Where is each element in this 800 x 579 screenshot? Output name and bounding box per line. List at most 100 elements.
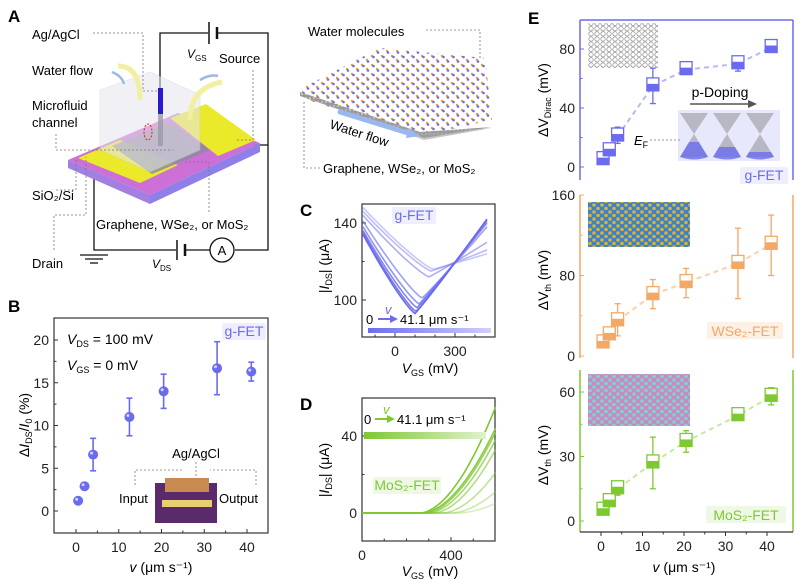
legend-mos2-fet-bg	[373, 477, 441, 494]
box-lower-half	[597, 340, 610, 348]
flow-in-arrow-icon	[111, 70, 126, 85]
substrate-side	[68, 160, 150, 204]
x-tick-label: 300	[443, 343, 467, 359]
x-tick-label: 30	[718, 538, 734, 554]
panel-letter-e: E	[528, 9, 539, 28]
water-molecules-label: Water molecules	[308, 24, 405, 39]
filled-states	[746, 152, 774, 160]
water-flow-arrowhead	[406, 128, 420, 138]
panel-a: A VGS Source VDS A	[8, 7, 492, 273]
dirac-cone	[713, 113, 741, 157]
vgs-annotation: VGS = 0 mV	[67, 357, 139, 375]
y-tick-label: 0	[567, 348, 575, 364]
legend-mos2-fet-bg	[706, 506, 786, 523]
x-tick-label: 40	[239, 539, 255, 555]
y-tick-label: 40	[341, 428, 357, 444]
gradient-start-label: 0	[364, 412, 371, 427]
ammeter-label: A	[218, 243, 227, 258]
inset-leader-input	[134, 469, 182, 485]
subplot-E3: 0 30 60 ΔVth (mV) 0 10 20 30 40 v (μm s⁻¹) MoS₂-FE…	[535, 370, 794, 575]
box-lower-half	[603, 332, 616, 340]
data-point-highlight	[81, 483, 85, 487]
y-tick-label: 140	[334, 215, 358, 231]
vds-label: VDS	[152, 257, 171, 273]
y-axis-label: |IDS| (μA)	[316, 443, 334, 497]
box-lower-half	[680, 280, 693, 288]
x-tick-label: 10	[635, 538, 651, 554]
data-point-highlight	[214, 365, 218, 369]
water-flow-arrow-icon	[337, 109, 411, 136]
ammeter-icon	[209, 237, 235, 263]
gradient-start-label: 0	[366, 312, 373, 327]
data-point-highlight	[126, 413, 130, 417]
y-tick-label: 0	[41, 503, 49, 519]
x-axis-label: v (μm s⁻¹)	[130, 559, 193, 575]
transfer-curve	[362, 427, 497, 514]
box-lower-half	[597, 508, 610, 516]
x-tick-label: 0	[358, 547, 366, 563]
x-tick-label: 30	[196, 539, 212, 555]
vds-annotation: VDS = 100 mV	[67, 331, 154, 349]
box-lower-half	[646, 292, 659, 300]
x-tick-label: 400	[439, 547, 463, 563]
legend-g-fet-bg	[392, 207, 436, 224]
x-tick-label: 20	[676, 538, 692, 554]
y-tick-label: 15	[33, 375, 49, 391]
y-axis-label: |IDS| (μA)	[316, 239, 334, 293]
data-point-highlight	[75, 497, 79, 501]
vgs-battery-icon	[208, 22, 219, 44]
y-tick-label: 160	[552, 187, 576, 203]
inset-agagcl-label: Ag/AgCl	[172, 446, 220, 461]
x-tick-label: 0	[597, 538, 605, 554]
box-lower-half	[611, 318, 624, 326]
transfer-curve	[362, 210, 488, 272]
transfer-curve	[362, 207, 488, 271]
legend-g-fet: g-FET	[225, 323, 264, 339]
y-tick-label: 5	[41, 460, 49, 476]
transfer-curve	[362, 214, 488, 278]
box-lower-half	[646, 460, 659, 468]
channel-label: channel	[32, 115, 78, 130]
x-tick-label: 10	[111, 539, 127, 555]
x-tick-label: 0	[391, 343, 399, 359]
transfer-curve	[362, 472, 497, 514]
x-tick-label: 40	[759, 538, 775, 554]
inset-leader-output	[210, 469, 257, 485]
transfer-curve	[362, 222, 488, 305]
panel-e: E 0 40 80 ΔVDirac (mV) p-Doping EF g-FET 0 80 160 Δ…	[528, 9, 794, 575]
fermi-level-label: EF	[634, 133, 649, 150]
gradient-arrowhead	[390, 315, 398, 323]
data-point-highlight	[160, 388, 164, 392]
electrode-shaft	[158, 114, 163, 146]
inset-device-photo-mid	[162, 500, 212, 507]
inset-input-label: Input	[119, 491, 148, 506]
material-label: Graphene, WSe₂, or MoS₂	[96, 217, 248, 232]
flow-out-arrow-icon	[199, 74, 219, 82]
material-label-2: Graphene, WSe₂, or MoS₂	[323, 161, 475, 176]
y-axis-label: ΔVDirac (mV)	[535, 63, 553, 137]
legend-wse2-fet: WSe₂-FET	[712, 323, 779, 339]
panel-letter-a: A	[8, 7, 20, 26]
y-axis-label: ΔVth (mV)	[535, 250, 553, 310]
substrate-side-2	[150, 143, 260, 204]
wse2-lattice-inset	[588, 202, 690, 247]
agagcl-electrode	[158, 88, 163, 114]
ground-icon	[80, 254, 108, 264]
data-point	[79, 481, 90, 492]
y-tick-label: 100	[334, 292, 358, 308]
box-lower-half	[680, 439, 693, 447]
transfer-curve	[362, 431, 497, 514]
panel-letter-b: B	[8, 297, 20, 316]
inset-output-label: Output	[219, 491, 258, 506]
sio2-label: SiO₂/Si	[32, 188, 74, 203]
source-label: Source	[219, 51, 260, 66]
focus-region	[143, 123, 153, 141]
legend-g-fet-bg	[740, 167, 788, 184]
mos2-lattice-inset	[588, 374, 690, 426]
box-lower-half	[765, 45, 778, 53]
leader-lines-2	[303, 29, 481, 169]
transfer-curve	[362, 491, 497, 514]
